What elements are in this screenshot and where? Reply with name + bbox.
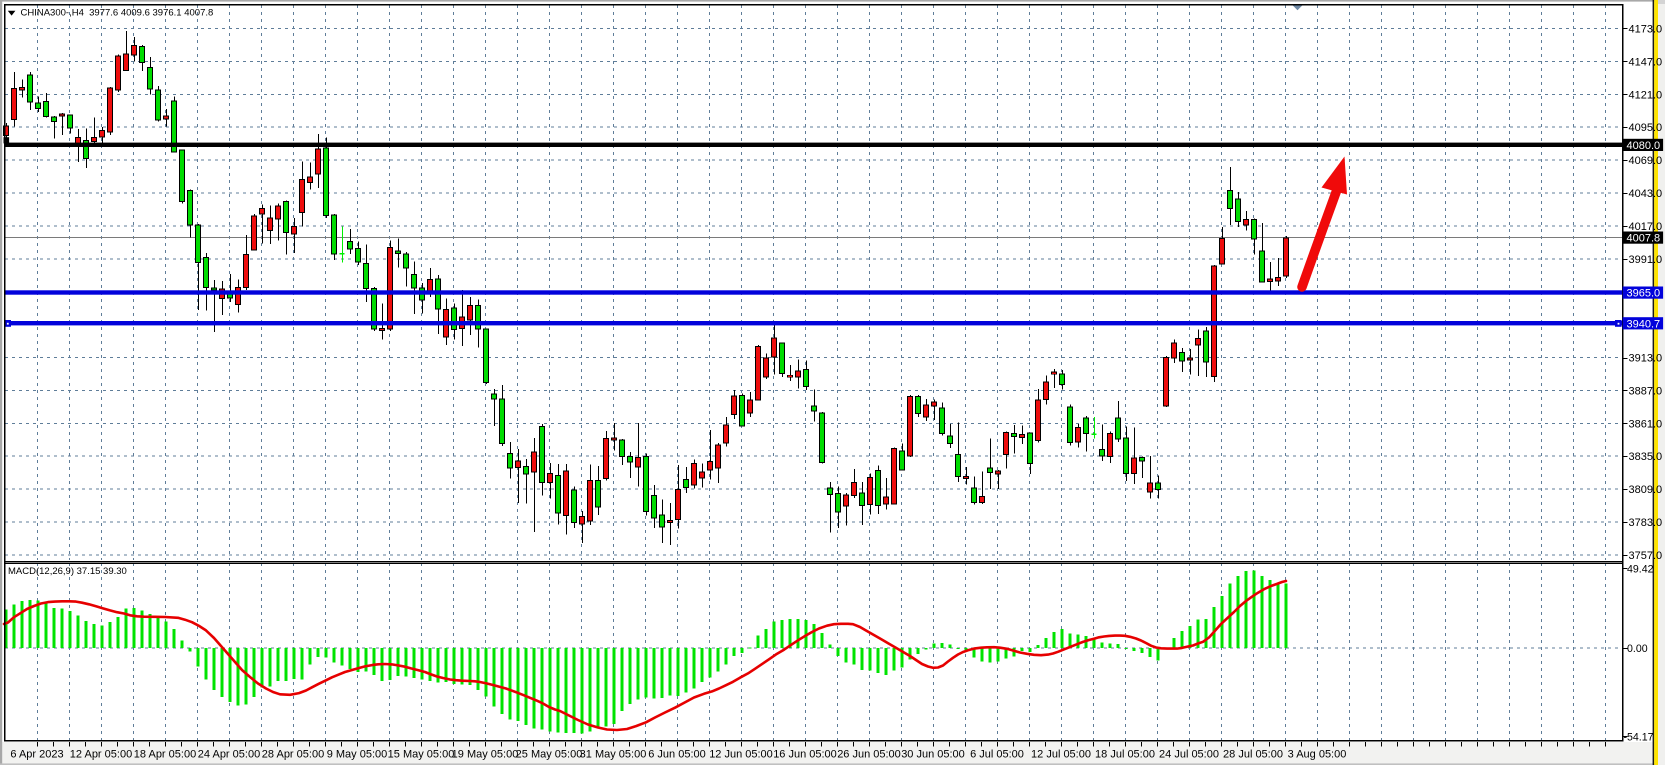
svg-text:25 May 05:00: 25 May 05:00	[516, 749, 583, 761]
svg-text:3991.0: 3991.0	[1629, 254, 1663, 266]
svg-text:3809.0: 3809.0	[1629, 484, 1663, 496]
svg-text:4017.0: 4017.0	[1629, 221, 1663, 233]
svg-text:6 Jul 05:00: 6 Jul 05:00	[970, 749, 1024, 761]
svg-text:15 May 05:00: 15 May 05:00	[388, 749, 455, 761]
svg-text:18 Apr 05:00: 18 Apr 05:00	[134, 749, 196, 761]
svg-text:12 Apr 05:00: 12 Apr 05:00	[70, 749, 132, 761]
svg-text:16 Jun 05:00: 16 Jun 05:00	[773, 749, 837, 761]
svg-text:4080.0: 4080.0	[1627, 140, 1661, 152]
svg-text:49.42: 49.42	[1627, 564, 1654, 576]
svg-text:4173.0: 4173.0	[1629, 24, 1663, 36]
svg-text:4069.0: 4069.0	[1629, 155, 1663, 167]
svg-text:24 Jul 05:00: 24 Jul 05:00	[1159, 749, 1219, 761]
svg-text:19 May 05:00: 19 May 05:00	[452, 749, 519, 761]
svg-text:12 Jul 05:00: 12 Jul 05:00	[1031, 749, 1091, 761]
svg-text:4007.8: 4007.8	[1627, 233, 1661, 245]
svg-text:30 Jun 05:00: 30 Jun 05:00	[901, 749, 965, 761]
svg-text:6 Apr 2023: 6 Apr 2023	[10, 749, 63, 761]
svg-text:MACD(12,26,9) 37.15 39.30: MACD(12,26,9) 37.15 39.30	[8, 566, 127, 577]
svg-text:CHINA300-,H4 3977.6 4009.6 39: CHINA300-,H4 3977.6 4009.6 3976.1 4007.8	[21, 8, 214, 19]
svg-text:18 Jul 05:00: 18 Jul 05:00	[1095, 749, 1155, 761]
svg-text:4043.0: 4043.0	[1629, 188, 1663, 200]
svg-text:-54.17: -54.17	[1624, 731, 1654, 743]
svg-text:4121.0: 4121.0	[1629, 89, 1663, 101]
svg-text:3940.7: 3940.7	[1627, 318, 1661, 330]
svg-text:9 May 05:00: 9 May 05:00	[327, 749, 388, 761]
svg-text:3 Aug 05:00: 3 Aug 05:00	[1288, 749, 1347, 761]
svg-text:3913.0: 3913.0	[1629, 353, 1663, 365]
svg-text:3861.0: 3861.0	[1629, 418, 1663, 430]
svg-text:3783.0: 3783.0	[1629, 517, 1663, 529]
svg-text:3965.0: 3965.0	[1627, 288, 1661, 300]
svg-text:31 May 05:00: 31 May 05:00	[580, 749, 647, 761]
svg-text:0.00: 0.00	[1627, 643, 1648, 655]
svg-text:3757.0: 3757.0	[1629, 550, 1663, 562]
svg-text:3835.0: 3835.0	[1629, 451, 1663, 463]
svg-text:6 Jun 05:00: 6 Jun 05:00	[648, 749, 706, 761]
svg-text:4095.0: 4095.0	[1629, 122, 1663, 134]
svg-text:24 Apr 05:00: 24 Apr 05:00	[198, 749, 260, 761]
svg-text:12 Jun 05:00: 12 Jun 05:00	[709, 749, 773, 761]
svg-text:26 Jun 05:00: 26 Jun 05:00	[837, 749, 901, 761]
svg-text:3887.0: 3887.0	[1629, 385, 1663, 397]
svg-text:28 Apr 05:00: 28 Apr 05:00	[262, 749, 324, 761]
svg-text:4147.0: 4147.0	[1629, 56, 1663, 68]
svg-text:28 Jul 05:00: 28 Jul 05:00	[1223, 749, 1283, 761]
